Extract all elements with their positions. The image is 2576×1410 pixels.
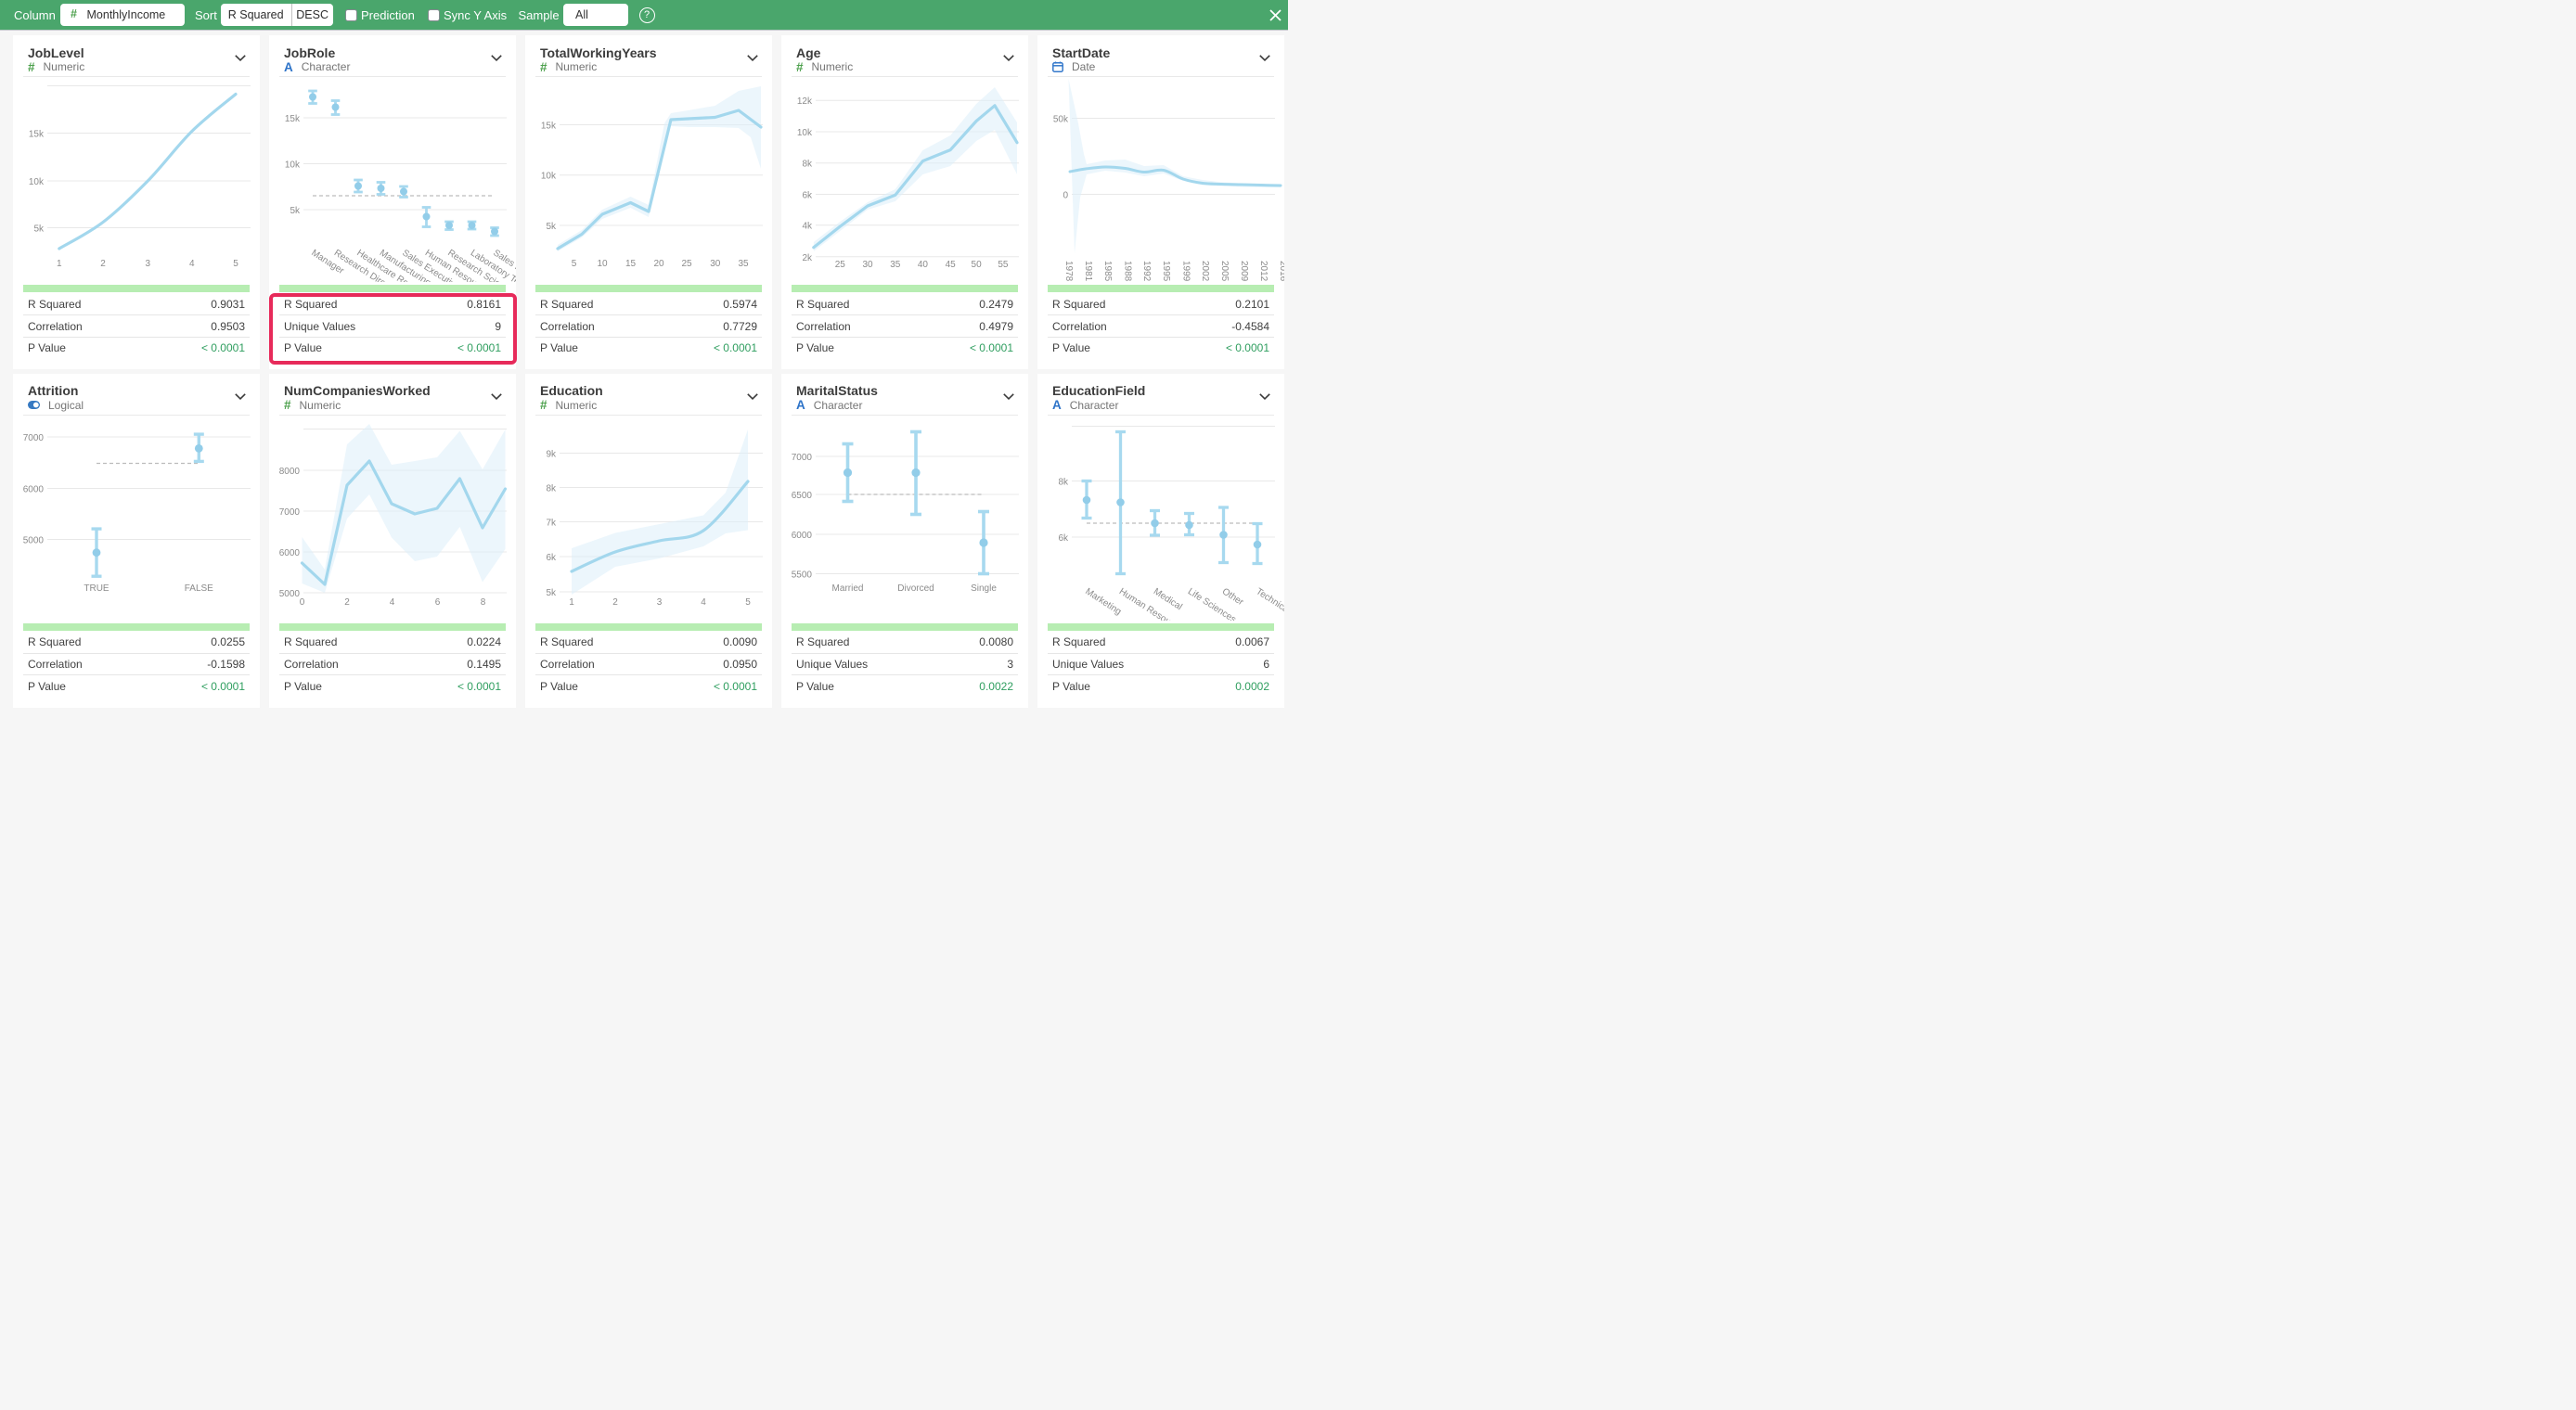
- svg-text:50k: 50k: [1053, 115, 1069, 125]
- svg-text:15k: 15k: [541, 122, 557, 132]
- svg-text:4k: 4k: [802, 222, 813, 232]
- svg-text:2012: 2012: [1258, 261, 1269, 282]
- svg-text:5k: 5k: [546, 588, 557, 598]
- svg-text:0: 0: [1063, 191, 1068, 201]
- svg-text:2016: 2016: [1278, 261, 1284, 282]
- svg-text:25: 25: [835, 260, 846, 270]
- svg-text:4: 4: [701, 597, 706, 608]
- svg-text:6000: 6000: [792, 531, 813, 541]
- svg-text:2: 2: [100, 259, 106, 269]
- svg-text:2005: 2005: [1219, 261, 1230, 282]
- svg-text:Single: Single: [971, 583, 997, 594]
- svg-text:5: 5: [745, 597, 751, 608]
- svg-text:55: 55: [998, 260, 1009, 270]
- svg-text:7000: 7000: [792, 453, 813, 463]
- svg-text:15k: 15k: [29, 130, 45, 140]
- svg-text:5000: 5000: [23, 535, 45, 545]
- svg-text:5k: 5k: [546, 222, 557, 232]
- svg-text:9k: 9k: [546, 449, 557, 459]
- svg-text:1995: 1995: [1161, 261, 1171, 282]
- svg-text:30: 30: [862, 260, 873, 270]
- svg-text:Divorced: Divorced: [897, 583, 934, 594]
- svg-text:1978: 1978: [1063, 261, 1074, 282]
- svg-text:6k: 6k: [802, 191, 813, 201]
- svg-text:8k: 8k: [1058, 477, 1069, 487]
- svg-text:Other: Other: [1220, 586, 1246, 608]
- svg-text:8k: 8k: [802, 160, 813, 170]
- svg-text:12k: 12k: [797, 96, 813, 107]
- svg-text:35: 35: [890, 260, 901, 270]
- svg-text:1988: 1988: [1123, 261, 1133, 282]
- svg-text:6k: 6k: [1058, 533, 1069, 544]
- svg-text:1: 1: [57, 259, 62, 269]
- svg-text:3: 3: [146, 259, 151, 269]
- svg-text:7000: 7000: [279, 507, 301, 518]
- svg-text:4: 4: [189, 259, 195, 269]
- svg-text:1999: 1999: [1181, 261, 1191, 282]
- svg-text:1992: 1992: [1141, 261, 1152, 282]
- svg-text:8k: 8k: [546, 483, 557, 494]
- svg-text:10k: 10k: [797, 128, 813, 138]
- svg-text:2002: 2002: [1200, 261, 1210, 282]
- svg-text:10k: 10k: [541, 172, 557, 182]
- svg-text:6000: 6000: [279, 548, 301, 558]
- svg-text:6: 6: [435, 597, 441, 608]
- svg-text:5k: 5k: [33, 224, 45, 235]
- svg-text:10k: 10k: [285, 160, 301, 171]
- svg-text:45: 45: [946, 260, 957, 270]
- svg-text:20: 20: [653, 259, 664, 269]
- svg-text:1985: 1985: [1102, 261, 1113, 282]
- svg-text:4: 4: [390, 597, 395, 608]
- svg-text:FALSE: FALSE: [185, 583, 213, 594]
- svg-text:8000: 8000: [279, 467, 301, 477]
- svg-text:40: 40: [918, 260, 929, 270]
- svg-text:10k: 10k: [29, 177, 45, 187]
- svg-text:8: 8: [481, 597, 486, 608]
- svg-text:TRUE: TRUE: [84, 583, 109, 594]
- svg-text:5000: 5000: [279, 589, 301, 599]
- svg-text:25: 25: [681, 259, 692, 269]
- svg-text:2k: 2k: [802, 253, 813, 263]
- svg-text:30: 30: [710, 259, 721, 269]
- svg-text:6000: 6000: [23, 484, 45, 494]
- svg-text:15: 15: [625, 259, 637, 269]
- svg-text:0: 0: [300, 597, 305, 608]
- svg-text:Marketing: Marketing: [1083, 586, 1123, 617]
- svg-text:6500: 6500: [792, 491, 813, 501]
- svg-text:5: 5: [233, 259, 238, 269]
- svg-text:2009: 2009: [1239, 261, 1249, 282]
- svg-text:10: 10: [597, 259, 608, 269]
- svg-text:1981: 1981: [1083, 261, 1093, 282]
- svg-text:6k: 6k: [546, 553, 557, 563]
- svg-text:Married: Married: [832, 583, 864, 594]
- svg-text:Technical Degree: Technical Degree: [1254, 586, 1284, 621]
- svg-text:2: 2: [344, 597, 350, 608]
- svg-text:7k: 7k: [546, 518, 557, 528]
- svg-text:7000: 7000: [23, 433, 45, 443]
- svg-text:35: 35: [738, 259, 749, 269]
- svg-text:50: 50: [972, 260, 983, 270]
- svg-text:2: 2: [612, 597, 618, 608]
- svg-text:15k: 15k: [285, 114, 301, 124]
- svg-text:5: 5: [572, 259, 577, 269]
- svg-text:1: 1: [569, 597, 574, 608]
- svg-text:5k: 5k: [290, 206, 301, 216]
- svg-text:5500: 5500: [792, 570, 813, 580]
- svg-text:3: 3: [657, 597, 663, 608]
